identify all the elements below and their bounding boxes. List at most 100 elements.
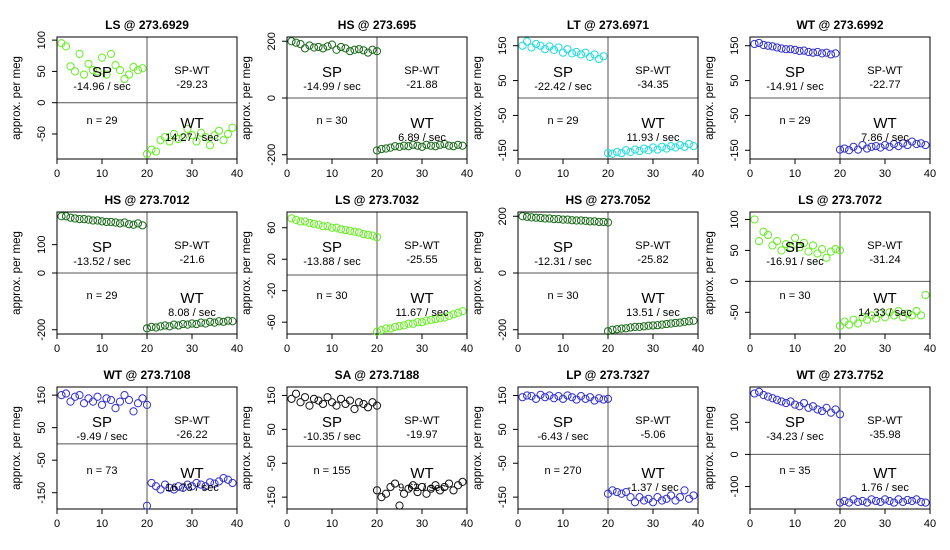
sp-point [115, 397, 125, 406]
sp-wt-label: SP-WT [867, 415, 903, 427]
wt-point [849, 495, 858, 504]
wt-point [165, 137, 174, 146]
x-tick-label: 20 [371, 518, 383, 530]
wt-point [889, 311, 899, 320]
wt-point [880, 495, 890, 504]
sp-wt-diff: -22.77 [869, 79, 900, 91]
x-tick-label: 30 [647, 343, 659, 355]
wt-point [894, 495, 903, 504]
wt-point [426, 315, 436, 324]
sp-point [545, 214, 554, 223]
sp-point [603, 218, 613, 227]
sp-point [84, 215, 93, 224]
sp-point [531, 213, 541, 222]
sp-point [522, 37, 532, 46]
sp-wt-diff: -19.97 [406, 429, 437, 441]
y-axis-label: approx. per meg [241, 56, 253, 140]
wt-point [889, 139, 899, 149]
panel-9: WT @ 273.7108 approx. per meg 150 50 -50 -150… [11, 368, 243, 530]
wt-point [903, 495, 912, 505]
wt-point [413, 318, 422, 327]
wt-point [840, 144, 849, 153]
wt-point [653, 321, 662, 330]
sp-point [531, 39, 541, 49]
sp-point [804, 247, 813, 256]
panel-4: WT @ 273.6992 approx. per meg 150 50 -50 -150… [704, 18, 936, 180]
wt-point [142, 149, 152, 159]
sp-point [66, 213, 75, 222]
wt-point [662, 319, 671, 329]
sp-label: SP [785, 64, 805, 81]
x-tick-label: 10 [96, 518, 108, 530]
y-tick-label: 0 [729, 451, 741, 457]
sp-point [599, 395, 608, 404]
y-axis-label: approx. per meg [241, 406, 253, 490]
sp-point [133, 66, 143, 75]
sp-point [831, 405, 840, 414]
sp-label: SP [553, 64, 573, 81]
sp-point [590, 396, 599, 405]
wt-point [907, 137, 917, 146]
sp-point [57, 391, 66, 400]
sp-point [318, 399, 328, 409]
panel-8: LS @ 273.7072 approx. per meg 100 50 0 -50 0 10… [704, 193, 936, 355]
y-tick-label: -150 [729, 139, 741, 161]
sp-point [359, 46, 368, 55]
wt-rate: -1.37 / sec [627, 482, 679, 494]
panel-title: LS @ 273.7032 [335, 193, 419, 207]
wt-point [603, 148, 613, 158]
wt-point [205, 317, 215, 326]
wt-point [422, 489, 431, 498]
wt-rate: 11.93 / sec [627, 132, 680, 144]
sp-point [522, 391, 532, 400]
y-tick-label: 0 [729, 278, 741, 284]
sp-point [296, 217, 305, 226]
y-tick-label: 60 [266, 222, 278, 234]
sp-point [536, 390, 545, 399]
sp-point [822, 403, 831, 412]
wt-point [657, 496, 667, 505]
x-tick-label: 0 [284, 168, 290, 180]
sp-point [817, 245, 827, 254]
wt-label: WT [873, 115, 896, 132]
sp-point [750, 39, 759, 49]
sp-point [781, 398, 791, 408]
panel-2: HS @ 273.695 approx. per meg 200 0 -200 0 10 20… [241, 18, 473, 180]
sp-point [581, 216, 590, 225]
y-tick-label: 20 [266, 253, 278, 265]
sp-point [345, 47, 355, 56]
wt-point [617, 148, 626, 158]
sp-point [372, 233, 382, 242]
x-tick-label: 10 [789, 518, 801, 530]
wt-point [219, 473, 228, 483]
x-tick-label: 10 [326, 518, 338, 530]
wt-point [174, 482, 183, 491]
sp-point [332, 45, 341, 54]
sp-rate: -16.91 / sec [766, 256, 824, 268]
wt-point [608, 486, 617, 495]
sp-point [70, 214, 80, 223]
sp-point [327, 40, 337, 49]
x-tick-label: 40 [231, 168, 243, 180]
sp-label: SP [92, 414, 112, 431]
sp-point [66, 62, 75, 71]
y-tick-label: -50 [497, 107, 509, 123]
x-tick-label: 20 [371, 168, 383, 180]
wt-point [684, 139, 694, 149]
wt-point [849, 315, 858, 324]
sp-point [822, 253, 831, 262]
sp-point [97, 217, 107, 226]
n-count: n = 270 [544, 465, 581, 477]
wt-label: WT [641, 465, 664, 482]
sp-point [536, 213, 545, 223]
y-tick-label: 100 [36, 31, 48, 49]
sp-point [808, 241, 818, 250]
wt-point [916, 311, 926, 320]
sp-point [102, 70, 111, 79]
y-tick-label: 50 [729, 244, 741, 256]
sp-label: SP [322, 414, 342, 431]
sp-point [759, 40, 768, 50]
sp-point [826, 50, 836, 59]
sp-point [786, 45, 795, 54]
sp-point [323, 222, 332, 231]
